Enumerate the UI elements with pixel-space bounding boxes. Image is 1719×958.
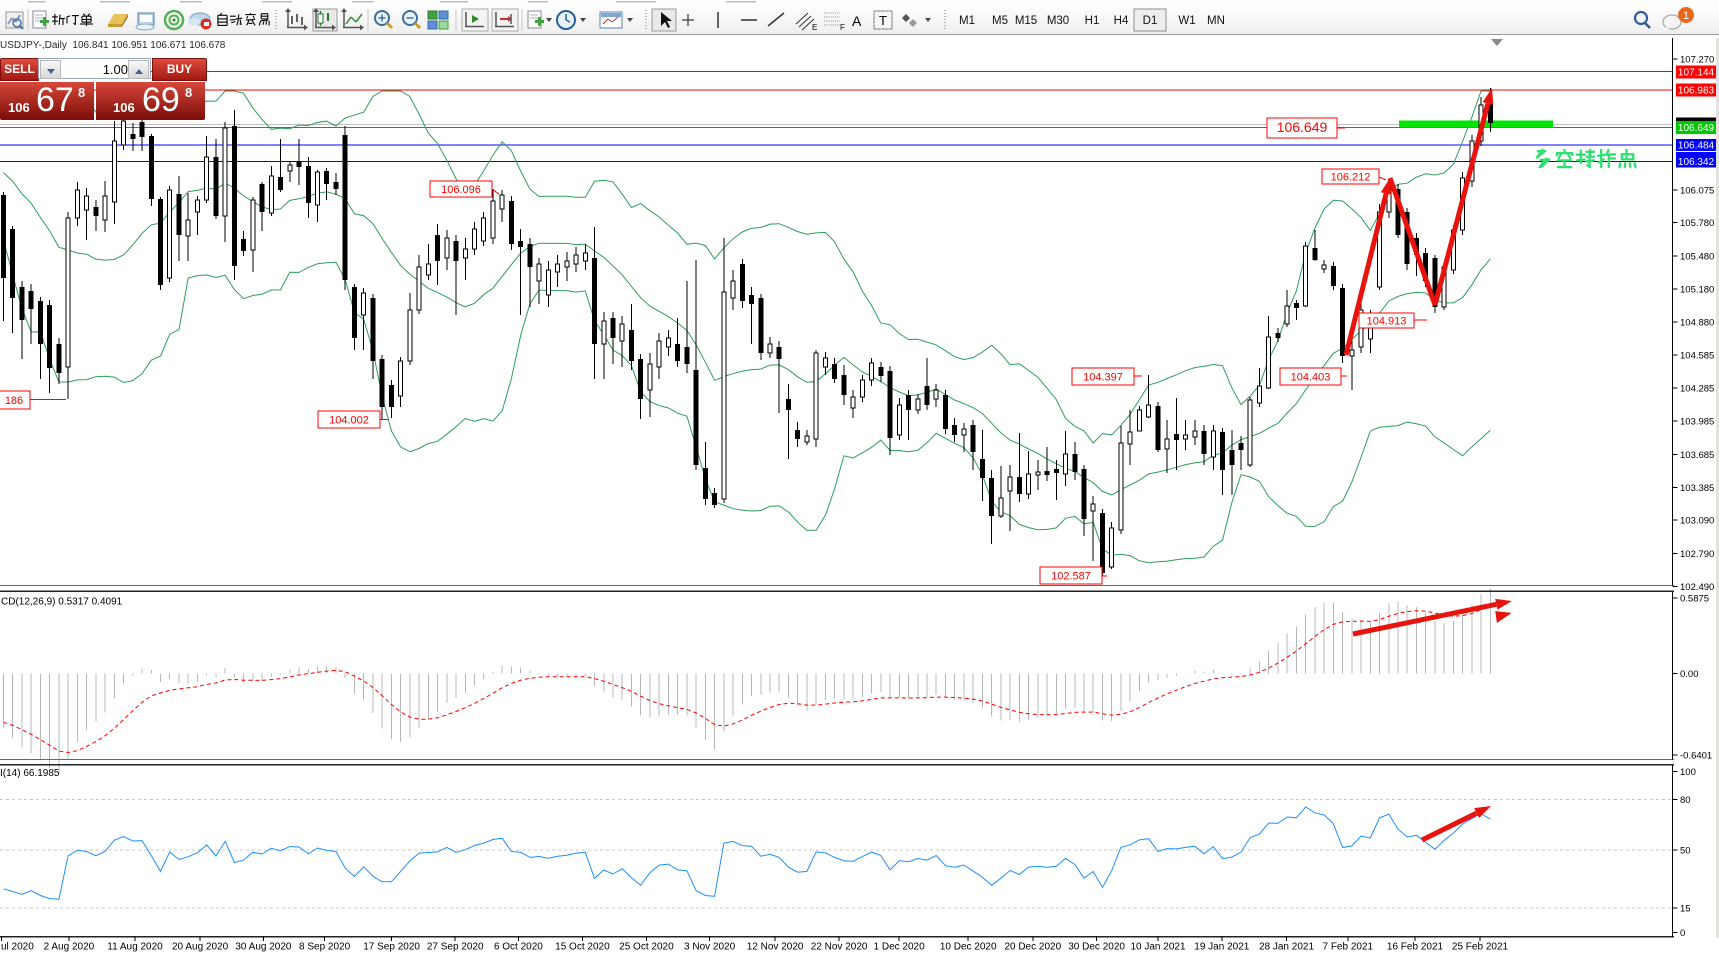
svg-text:M30: M30 [1047, 15, 1069, 27]
svg-text:M15: M15 [1015, 15, 1037, 27]
svg-text:H1: H1 [1085, 15, 1100, 27]
svg-text:106.075: 106.075 [1680, 186, 1714, 197]
svg-text:103.685: 103.685 [1680, 450, 1714, 461]
svg-text:H4: H4 [1114, 15, 1129, 27]
svg-text:22 Nov 2020: 22 Nov 2020 [811, 942, 868, 953]
svg-text:-0.6401: -0.6401 [1680, 751, 1712, 762]
svg-text:106.212: 106.212 [1331, 172, 1371, 184]
svg-text:2 Aug 2020: 2 Aug 2020 [44, 942, 95, 953]
svg-text:12 Nov 2020: 12 Nov 2020 [747, 942, 804, 953]
svg-text:17 Sep 2020: 17 Sep 2020 [363, 942, 420, 953]
svg-text:19 Jan 2021: 19 Jan 2021 [1194, 942, 1249, 953]
svg-text:E: E [812, 23, 817, 32]
svg-text:0.00: 0.00 [1680, 669, 1699, 680]
svg-text:102.587: 102.587 [1051, 571, 1091, 583]
svg-text:7 Feb 2021: 7 Feb 2021 [1322, 942, 1373, 953]
svg-text:27 Sep 2020: 27 Sep 2020 [427, 942, 484, 953]
svg-text:104.585: 104.585 [1680, 350, 1714, 361]
svg-text:107.144: 107.144 [1678, 68, 1715, 79]
svg-text:15 Oct 2020: 15 Oct 2020 [555, 942, 610, 953]
svg-text:25 Feb 2021: 25 Feb 2021 [1452, 942, 1509, 953]
svg-text:106.649: 106.649 [1678, 123, 1715, 134]
svg-text:8 Sep 2020: 8 Sep 2020 [299, 942, 351, 953]
svg-text:100: 100 [1680, 767, 1696, 778]
svg-text:106.096: 106.096 [441, 184, 481, 196]
svg-text:104.913: 104.913 [1367, 316, 1407, 328]
svg-text:106.983: 106.983 [1678, 86, 1715, 97]
svg-text:105.180: 105.180 [1680, 285, 1714, 296]
svg-text:20 Aug 2020: 20 Aug 2020 [172, 942, 229, 953]
svg-text:30 Aug 2020: 30 Aug 2020 [235, 942, 292, 953]
svg-text:10 Jan 2021: 10 Jan 2021 [1130, 942, 1185, 953]
svg-text:3 Nov 2020: 3 Nov 2020 [684, 942, 736, 953]
svg-text:106.484: 106.484 [1678, 141, 1715, 152]
svg-text:104.403: 104.403 [1291, 372, 1331, 384]
svg-text:F: F [840, 23, 845, 32]
svg-text:0.5875: 0.5875 [1680, 594, 1709, 605]
svg-text:A: A [852, 13, 862, 29]
svg-text:106.649: 106.649 [1277, 119, 1328, 135]
svg-text:25 Oct 2020: 25 Oct 2020 [619, 942, 674, 953]
svg-text:102.790: 102.790 [1680, 549, 1714, 560]
svg-text:50: 50 [1680, 845, 1691, 856]
svg-text:104.880: 104.880 [1680, 318, 1714, 329]
svg-text:105.480: 105.480 [1680, 251, 1714, 262]
svg-text:MN: MN [1207, 15, 1225, 27]
svg-text:16 Feb 2021: 16 Feb 2021 [1387, 942, 1444, 953]
svg-text:D1: D1 [1143, 15, 1158, 27]
svg-text:107.270: 107.270 [1680, 55, 1714, 66]
svg-text:M1: M1 [959, 15, 975, 27]
svg-text:103.385: 103.385 [1680, 483, 1714, 494]
svg-text:1 Dec 2020: 1 Dec 2020 [874, 942, 926, 953]
svg-text:106.342: 106.342 [1678, 157, 1715, 168]
svg-text:T: T [879, 13, 887, 28]
svg-text:CD(12,26,9) 0.5317 0.4091: CD(12,26,9) 0.5317 0.4091 [1, 597, 123, 608]
svg-text:28 Jan 2021: 28 Jan 2021 [1259, 942, 1314, 953]
svg-text:W1: W1 [1178, 15, 1195, 27]
svg-text:104.002: 104.002 [329, 415, 369, 427]
svg-text:0: 0 [1680, 928, 1685, 939]
svg-text:1: 1 [1683, 10, 1689, 22]
svg-text:80: 80 [1680, 795, 1691, 806]
svg-text:11 Aug 2020: 11 Aug 2020 [107, 942, 163, 953]
svg-text:10 Dec 2020: 10 Dec 2020 [940, 942, 997, 953]
svg-text:105.780: 105.780 [1680, 218, 1714, 229]
svg-text:M5: M5 [992, 15, 1008, 27]
svg-text:186: 186 [5, 395, 23, 407]
svg-text:I(14) 66.1985: I(14) 66.1985 [0, 768, 60, 779]
svg-text:103.985: 103.985 [1680, 417, 1714, 428]
svg-text:102.490: 102.490 [1680, 582, 1714, 593]
svg-text:30 Dec 2020: 30 Dec 2020 [1068, 942, 1125, 953]
svg-text:15: 15 [1680, 904, 1691, 915]
svg-text:104.397: 104.397 [1083, 372, 1123, 384]
svg-text:ul 2020: ul 2020 [1, 942, 34, 953]
svg-text:104.285: 104.285 [1680, 384, 1714, 395]
svg-text:103.090: 103.090 [1680, 516, 1714, 527]
svg-text:6 Oct 2020: 6 Oct 2020 [494, 942, 543, 953]
svg-text:20 Dec 2020: 20 Dec 2020 [1004, 942, 1061, 953]
